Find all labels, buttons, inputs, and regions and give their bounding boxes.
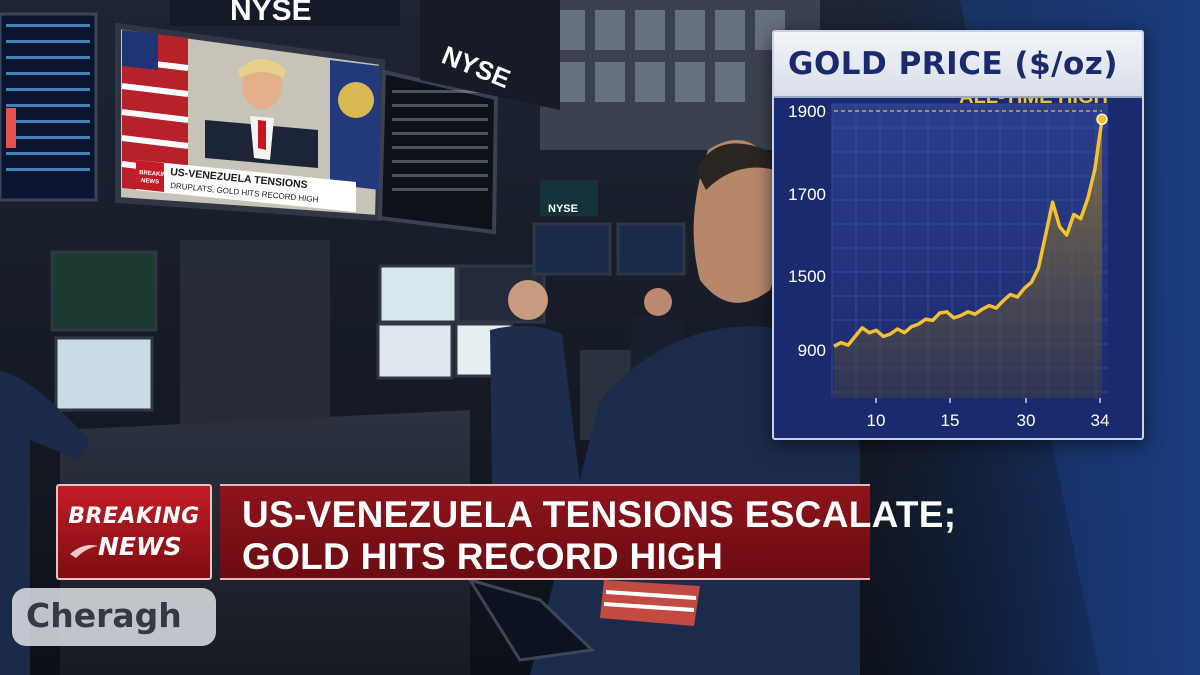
nyse-sign-top: NYSE [230, 0, 312, 27]
all-time-high-label: ALL-TIME HIGH [959, 98, 1108, 108]
nyse-sign-post: NYSE [548, 203, 578, 215]
headline-line-1: US-VENEZUELA TENSIONS ESCALATE; [242, 494, 957, 535]
x-tick-label: 30 [1017, 411, 1036, 430]
tv-badge-top: BREAKING [139, 170, 172, 179]
x-tick-label: 15 [941, 411, 960, 430]
y-tick-label: 1500 [788, 267, 826, 286]
chart-title: GOLD PRICE ($/oz) [788, 46, 1118, 82]
x-tick-label: 10 [867, 411, 886, 430]
all-time-high-marker [1096, 113, 1108, 126]
y-tick-label: 900 [798, 341, 826, 360]
x-tick-label: 34 [1091, 411, 1110, 430]
breaking-news-badge: BREAKING NEWS [56, 484, 212, 580]
chart-header: GOLD PRICE ($/oz) [774, 32, 1142, 98]
y-tick-label: 1700 [788, 185, 826, 204]
tv-badge-bottom: NEWS [141, 178, 159, 186]
channel-watermark: Cheragh [12, 588, 216, 646]
swoosh-icon [70, 545, 98, 558]
watermark-text: Cheragh [26, 596, 182, 635]
price-line [833, 119, 1104, 348]
headline-bar: US-VENEZUELA TENSIONS ESCALATE; GOLD HIT… [220, 484, 956, 580]
x-axis-ticks: 10 15 30 34 [867, 398, 1110, 430]
breaking-label: BREAKING [68, 504, 200, 529]
headline-line-2: GOLD HITS RECORD HIGH [242, 536, 724, 577]
gold-price-chart: GOLD PRICE ($/oz) ALL-TIME HIGH 900 1500 1… [772, 30, 1144, 440]
y-axis-ticks: 900 1500 1700 1900 [788, 102, 826, 360]
y-tick-label: 1900 [788, 102, 826, 121]
chart-plot: ALL-TIME HIGH 900 1500 1700 1900 10 15 30 34 [788, 98, 1110, 430]
price-area [834, 119, 1102, 399]
news-label: NEWS [98, 532, 182, 561]
